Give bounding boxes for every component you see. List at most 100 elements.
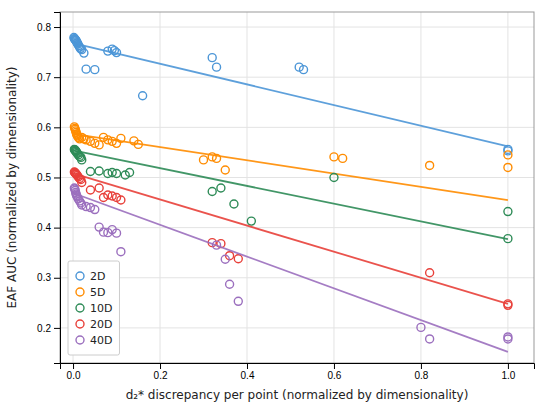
scatter-point bbox=[95, 167, 103, 175]
trend-line bbox=[73, 43, 508, 146]
scatter-point bbox=[113, 139, 121, 147]
scatter-point bbox=[110, 47, 118, 55]
scatter-point bbox=[95, 184, 103, 192]
x-tick: 0.4 bbox=[241, 363, 255, 381]
scatter-point bbox=[117, 134, 125, 142]
scatter-point bbox=[300, 66, 308, 74]
x-tick: 0.0 bbox=[67, 363, 81, 381]
scatter-point bbox=[82, 65, 90, 73]
y-tick: 0.5 bbox=[37, 172, 60, 183]
trend-line bbox=[73, 193, 508, 352]
grid-line-x bbox=[333, 12, 334, 363]
legend: 2D5D10D20D40D bbox=[68, 261, 119, 355]
grid-line-y bbox=[60, 77, 534, 78]
scatter-point bbox=[234, 297, 242, 305]
x-tick-mark bbox=[334, 363, 335, 369]
scatter-point bbox=[126, 168, 134, 176]
trend-line bbox=[73, 173, 508, 303]
scatter-point bbox=[426, 161, 434, 169]
scatter-point bbox=[504, 208, 512, 216]
legend-label: 2D bbox=[90, 270, 105, 283]
scatter-point bbox=[117, 248, 125, 256]
series bbox=[70, 123, 512, 200]
scatter-point bbox=[213, 63, 221, 71]
series bbox=[70, 34, 512, 155]
chart-container: 0.00.20.40.60.81.00.20.30.40.50.60.70.82… bbox=[0, 0, 550, 409]
grid-line-y bbox=[60, 27, 534, 28]
scatter-point bbox=[86, 186, 94, 194]
legend-item: 40D bbox=[76, 334, 112, 347]
x-tick-mark bbox=[160, 363, 161, 369]
grid-line-y bbox=[60, 327, 534, 328]
y-axis-line bbox=[54, 13, 61, 364]
scatter-point bbox=[339, 154, 347, 162]
y-tick-mark bbox=[54, 127, 60, 128]
marks bbox=[70, 34, 512, 352]
scatter-point bbox=[426, 335, 434, 343]
y-tick-label: 0.8 bbox=[37, 22, 51, 33]
y-tick-mark bbox=[54, 228, 60, 229]
scatter-point bbox=[221, 166, 229, 174]
x-tick-label: 0.2 bbox=[154, 370, 168, 381]
series bbox=[70, 168, 512, 309]
legend-item: 5D bbox=[76, 286, 105, 299]
scatter-point bbox=[117, 196, 125, 204]
grid-line-y bbox=[60, 277, 534, 278]
y-tick: 0.6 bbox=[37, 122, 60, 133]
scatter-point bbox=[78, 178, 86, 186]
y-tick-mark bbox=[54, 278, 60, 279]
scatter-point bbox=[426, 269, 434, 277]
scatter-point bbox=[200, 156, 208, 164]
legend-box bbox=[68, 261, 119, 355]
scatter-point bbox=[504, 163, 512, 171]
y-axis-title: EAF AUC (normalized by dimensionality) bbox=[5, 66, 19, 308]
scatter-point bbox=[217, 184, 225, 192]
y-tick: 0.2 bbox=[37, 323, 60, 334]
legend-symbol bbox=[76, 288, 84, 296]
scatter-point bbox=[504, 333, 512, 341]
y-tick-mark bbox=[54, 177, 60, 178]
scatter-point bbox=[504, 151, 512, 159]
scatter-point bbox=[504, 301, 512, 309]
scatter-point bbox=[330, 173, 338, 181]
x-tick-mark bbox=[508, 363, 509, 369]
scatter-point bbox=[113, 229, 121, 237]
trend-line bbox=[73, 134, 508, 200]
grid-line-x bbox=[246, 12, 247, 363]
x-tick-mark bbox=[73, 363, 74, 369]
grid-line-y bbox=[60, 227, 534, 228]
legend-symbol bbox=[76, 272, 84, 280]
y-tick-label: 0.7 bbox=[37, 72, 51, 83]
y-tick-label: 0.3 bbox=[37, 272, 51, 283]
x-tick-label: 0.0 bbox=[67, 370, 81, 381]
scatter-point bbox=[330, 153, 338, 161]
x-axis-line bbox=[61, 364, 535, 370]
x-axis: 0.00.20.40.60.81.0 bbox=[61, 363, 535, 381]
scatter-point bbox=[139, 92, 147, 100]
plot-frame bbox=[60, 12, 534, 363]
scatter-point bbox=[113, 169, 121, 177]
x-tick-label: 0.4 bbox=[241, 370, 255, 381]
legend-symbol bbox=[76, 336, 84, 344]
scatter-point bbox=[113, 49, 121, 57]
y-tick-mark bbox=[54, 77, 60, 78]
scatter-point bbox=[226, 280, 234, 288]
scatter-point bbox=[247, 217, 255, 225]
y-tick: 0.7 bbox=[37, 72, 60, 83]
y-axis: 0.2 0.3 0.4 0.5 0.6 0.7 0.8 bbox=[37, 13, 60, 364]
grid-line-y bbox=[60, 127, 534, 128]
series bbox=[70, 184, 512, 352]
y-tick-label: 0.4 bbox=[37, 222, 51, 233]
scatter-point bbox=[134, 140, 142, 148]
legend-item: 2D bbox=[76, 270, 105, 283]
series bbox=[70, 145, 512, 242]
scatter-point bbox=[208, 188, 216, 196]
scatter-point bbox=[417, 323, 425, 331]
scatter-point bbox=[504, 235, 512, 243]
scatter-point bbox=[213, 154, 221, 162]
y-tick-mark bbox=[54, 328, 60, 329]
plot-area: 0.00.20.40.60.81.00.20.30.40.50.60.70.82… bbox=[37, 12, 534, 381]
y-tick-label: 0.6 bbox=[37, 122, 51, 133]
scatter-point bbox=[91, 206, 99, 214]
scatter-point bbox=[86, 167, 94, 175]
